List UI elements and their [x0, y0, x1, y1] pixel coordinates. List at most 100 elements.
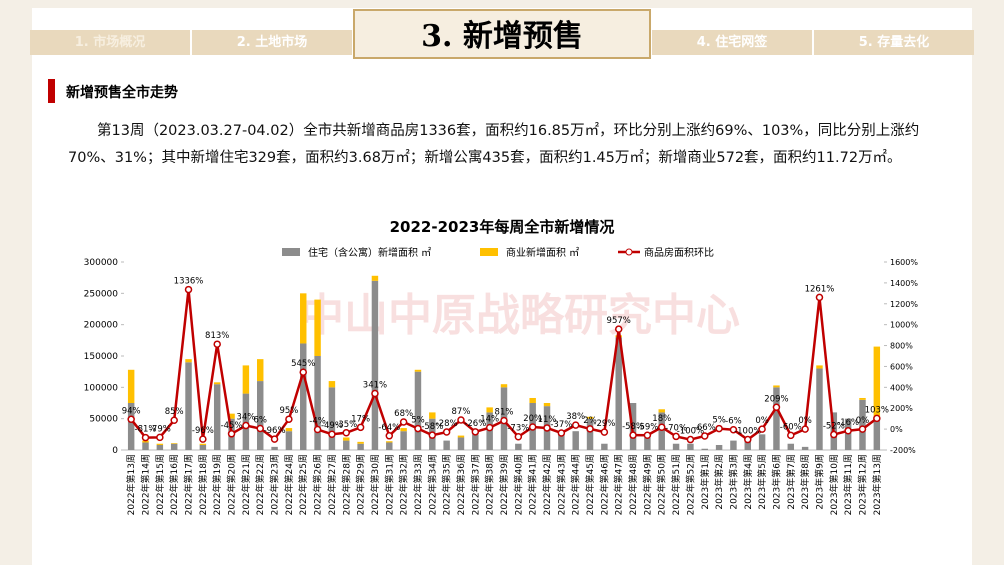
bar: [257, 359, 264, 382]
data-label: -49%: [321, 421, 343, 431]
x-tick-label: 2023年第10周: [828, 454, 840, 515]
data-label: -6%: [725, 417, 742, 427]
data-label: -100%: [734, 427, 761, 437]
data-label: -60%: [780, 422, 802, 432]
bar: [816, 365, 823, 369]
line-point: [399, 418, 408, 426]
line-point: [485, 423, 494, 432]
line-point: [213, 340, 221, 348]
tab[interactable]: 5. 存量去化: [814, 30, 974, 55]
bar: [758, 434, 766, 450]
line-point: [385, 432, 394, 440]
data-label: -73%: [507, 424, 529, 434]
x-tick-label: 2023年第11周: [842, 454, 854, 515]
y-tick-label: 50000: [89, 415, 118, 425]
line-point: [528, 423, 537, 431]
x-tick-label: 2023年第2周: [713, 454, 725, 510]
x-tick-label: 2023年第9周: [813, 454, 825, 510]
data-label: -81%: [135, 425, 157, 435]
x-tick-label: 2022年第23周: [269, 454, 281, 515]
data-label: 341%: [363, 380, 387, 390]
bar: [801, 446, 809, 450]
x-tick-label: 2022年第13周: [125, 454, 137, 515]
bar: [658, 412, 665, 450]
line-point: [356, 423, 365, 432]
bar: [443, 440, 450, 450]
bar: [242, 393, 250, 450]
bar: [156, 443, 164, 445]
line-point: [571, 421, 580, 429]
bar: [543, 403, 551, 407]
active-tab[interactable]: 3. 新增预售: [353, 9, 651, 59]
line-point: [299, 368, 307, 376]
x-tick-label: 2023年第4周: [742, 454, 754, 510]
x-tick-label: 2022年第32周: [398, 454, 410, 515]
line-point: [471, 428, 480, 436]
bar: [185, 362, 192, 450]
x-tick-label: 2022年第48周: [627, 454, 639, 515]
x-tick-label: 2022年第31周: [383, 454, 395, 515]
line-point: [744, 435, 752, 444]
data-label: 0%: [798, 416, 812, 426]
data-label: 103%: [865, 405, 889, 415]
paragraph: 第13周（2023.03.27-04.02）全市共新增商品房1336套，面积约1…: [68, 123, 920, 166]
section-title: 新增预售全市走势: [66, 85, 178, 101]
x-tick-label: 2022年第33周: [412, 454, 424, 515]
y2-tick-label: 600%: [890, 362, 913, 371]
line-point: [170, 416, 178, 424]
bar: [429, 412, 436, 419]
bar: [185, 359, 192, 363]
x-tick-label: 2022年第36周: [455, 454, 467, 515]
tab[interactable]: 2. 土地市场: [192, 30, 352, 55]
tab[interactable]: 1. 市场概况: [30, 30, 190, 55]
bar: [500, 384, 508, 388]
bar: [170, 443, 178, 450]
data-label: 85%: [165, 407, 184, 417]
x-tick-label: 2022年第28周: [340, 454, 352, 515]
data-label: 95%: [279, 406, 298, 416]
bar: [156, 444, 164, 450]
line-point: [242, 421, 250, 430]
x-tick-label: 2022年第27周: [326, 454, 338, 515]
data-label: -64%: [378, 423, 400, 433]
data-label: 5%: [411, 416, 425, 426]
x-tick-label: 2022年第14周: [140, 454, 152, 515]
y2-tick-label: 1200%: [890, 300, 918, 309]
watermark: 中山中原战略研究中心: [300, 290, 740, 341]
x-tick-label: 2022年第20周: [226, 454, 238, 515]
line-point: [227, 430, 236, 438]
x-tick-label: 2022年第52周: [684, 454, 696, 515]
line-point: [715, 424, 723, 433]
x-tick-label: 2023年第6周: [770, 454, 782, 510]
line-point: [686, 435, 695, 444]
line-point: [428, 431, 437, 439]
x-tick-label: 2022年第26周: [312, 454, 324, 515]
tab[interactable]: 4. 住宅网签: [652, 30, 812, 55]
bar: [572, 431, 579, 450]
bar: [859, 397, 866, 400]
x-tick-label: 2022年第17周: [183, 454, 195, 515]
bar: [644, 437, 651, 450]
bar: [213, 382, 221, 385]
bar: [271, 446, 278, 450]
bar: [357, 441, 364, 444]
data-label: -37%: [550, 420, 572, 430]
data-label: -45%: [221, 421, 243, 431]
bar: [142, 440, 149, 443]
line-point: [371, 389, 379, 398]
bar: [773, 385, 780, 388]
line-point: [514, 432, 523, 441]
bar: [400, 431, 407, 450]
legend-swatch: [282, 248, 300, 256]
bar: [472, 434, 479, 450]
line-point: [285, 415, 293, 423]
data-label: -58%: [421, 422, 443, 432]
line-point: [830, 430, 838, 439]
data-label: -70%: [665, 423, 687, 433]
line-point: [600, 428, 609, 436]
data-label: -52%: [823, 422, 845, 432]
bar: [414, 371, 422, 450]
data-label: 38%: [566, 412, 585, 422]
x-tick-label: 2022年第43周: [555, 454, 567, 515]
bar: [701, 448, 708, 450]
